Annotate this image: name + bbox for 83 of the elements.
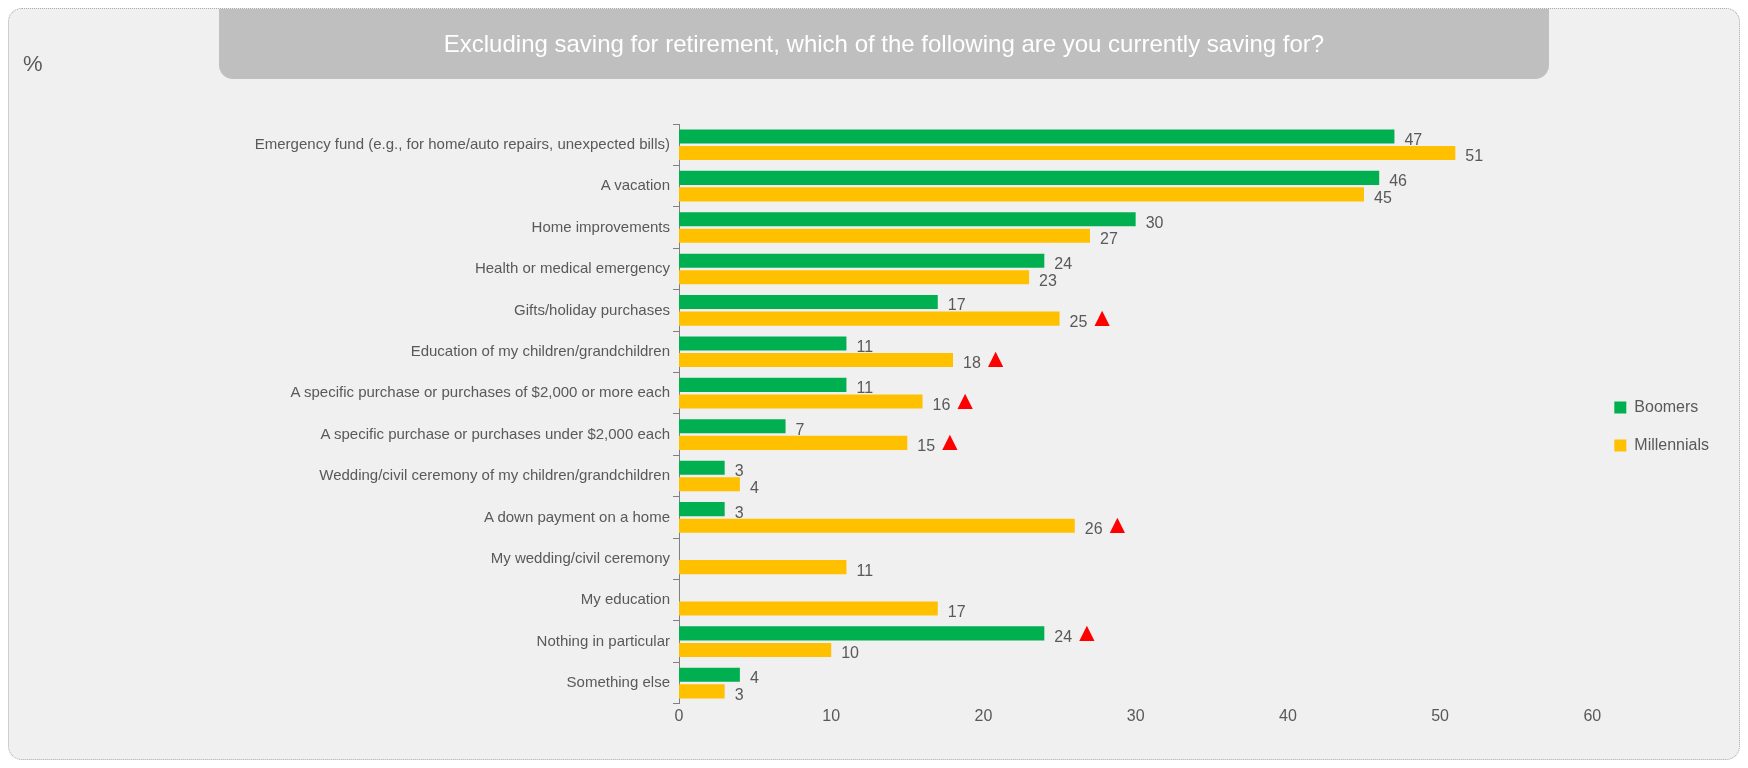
chart-title: Excluding saving for retirement, which of the following are you currently saving for? [219,9,1549,79]
text: % [23,51,43,77]
bar [679,477,740,492]
data-label: 17 [947,602,966,620]
data-label: 45 [1373,188,1392,206]
data-label: 46 [1389,172,1408,190]
data-label: 23 [1039,271,1057,289]
bar [679,145,1456,161]
bar [679,560,847,575]
bar [679,228,1090,243]
annotation: ▲ [937,426,963,457]
bar [679,212,1136,227]
bar [679,460,725,475]
legend-label: Boomers [1634,397,1699,415]
y-tick-label: A specific purchase or purchases under $2,000 each [320,424,670,442]
bar [679,170,1380,185]
bar [679,435,908,450]
x-tick-label: 60 [1583,706,1602,724]
bar [679,295,938,310]
bar [679,642,832,657]
y-tick-label: Health or medical emergency [474,259,671,277]
y-tick-label: My education [580,590,670,608]
data-label: 24 [1054,255,1073,273]
data-label: 11 [856,379,874,397]
y-tick-label: Gifts/holiday purchases [514,300,670,318]
y-tick-label: Education of my children/grandchildren [410,341,670,359]
y-tick-label: Home improvements [531,217,670,235]
data-label: 10 [841,644,860,662]
y-tick-label: A down payment on a home [484,507,670,525]
bar [679,667,740,682]
data-label: 3 [734,685,744,703]
bar [679,187,1364,202]
data-label: 51 [1465,147,1484,165]
y-tick-label: Something else [566,673,670,691]
data-label: 4 [749,478,759,496]
x-tick-label: 30 [1126,706,1145,724]
bar [679,502,725,517]
x-tick-label: 10 [822,706,841,724]
bar [679,394,923,409]
data-label: 7 [795,420,805,438]
y-tick-label: A specific purchase or purchases of $2,000 or more each [290,383,670,401]
data-label: 27 [1099,230,1118,248]
bar [679,684,725,699]
bar [679,336,847,351]
bar [679,377,847,392]
legend-label: Millennials [1634,435,1710,453]
bar [679,270,1030,285]
bar [679,311,1060,326]
y-tick-label: Nothing in particular [536,631,670,649]
data-label: 30 [1145,213,1164,231]
x-tick-label: 0 [674,706,684,724]
y-tick-label: Wedding/civil ceremony of my children/grandchildren [319,466,670,484]
bar [679,626,1045,641]
data-label: 24 [1054,627,1073,645]
annotation: ▲ [1074,616,1100,647]
data-label: 26 [1084,520,1103,538]
y-tick-label: A vacation [600,176,670,194]
data-label: 18 [962,354,981,372]
data-label: 47 [1404,130,1423,148]
bar [679,518,1075,533]
annotation: ▲ [1104,508,1131,539]
x-tick-label: 20 [974,706,993,724]
data-label: 3 [734,503,744,521]
bar [679,353,953,368]
data-label: 3 [734,462,744,480]
data-label: 11 [856,561,874,579]
bar [679,601,938,616]
data-label: 11 [856,337,874,355]
bar [679,253,1045,268]
y-tick-label: My wedding/civil ceremony [490,548,671,566]
y-tick-label: Emergency fund (e.g., for home/auto repairs, unexpected bills) [254,134,670,152]
data-label: 4 [749,669,759,687]
data-label: 17 [947,296,966,314]
annotation: ▲ [1089,301,1116,332]
annotation: ▲ [952,384,979,415]
data-label: 15 [917,437,936,455]
annotation: ▲ [982,343,1009,374]
bar [679,129,1395,144]
x-tick-label: 50 [1431,706,1450,724]
data-label: 25 [1069,313,1088,331]
bar [679,419,786,434]
data-label: 16 [932,395,951,413]
x-tick-label: 40 [1278,706,1297,724]
